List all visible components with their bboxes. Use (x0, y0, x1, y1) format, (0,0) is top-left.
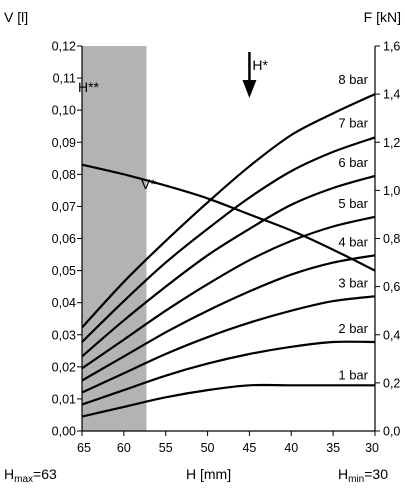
shaded-region-layer (82, 46, 147, 431)
right-tick-label: 0,4 (383, 328, 400, 342)
series-label-5-bar: 5 bar (338, 196, 368, 211)
hmax-value: =63 (33, 466, 57, 482)
left-tick-label: 0,10 (52, 104, 76, 118)
series-label-3-bar: 3 bar (338, 275, 368, 290)
hmin-sub: min (348, 474, 365, 485)
axis-layer (77, 45, 380, 436)
left-tick-label: 0,06 (52, 232, 76, 246)
force-curve-2-bar (81, 340, 376, 406)
force-curve-8-bar (81, 93, 376, 329)
hmax-label: Hmax=63 (4, 466, 57, 488)
right-tick-label: 0,8 (383, 232, 400, 246)
x-tick-label: 55 (159, 441, 173, 455)
x-tick-label: 50 (201, 441, 215, 455)
series-label-1-bar: 1 bar (338, 367, 368, 382)
right-axis-title: F [kN] (364, 9, 401, 25)
right-tick-label: 1,2 (383, 136, 400, 150)
label-layer: H** 8 bar 7 bar 6 bar 5 bar 4 bar 3 bar 2 bar 1 … (4, 9, 401, 455)
left-tick-label: 0,12 (52, 40, 76, 54)
series-label-7-bar: 7 bar (338, 115, 368, 130)
hmin-value: =30 (364, 466, 388, 482)
left-tick-label: 0,01 (52, 392, 76, 406)
x-tick-label: 45 (242, 441, 256, 455)
x-tick-label: 60 (117, 441, 131, 455)
hmax-sub: max (14, 474, 34, 485)
left-tick-label: 0,03 (52, 328, 76, 342)
hmin-label: Hmin=30 (338, 466, 388, 488)
left-tick-label: 0,02 (52, 360, 76, 374)
x-tick-label: 30 (365, 441, 379, 455)
force-curve-7-bar (81, 136, 376, 343)
force-curve-1-bar (81, 383, 375, 418)
left-tick-label: 0,07 (52, 200, 76, 214)
marker-label: H* (252, 57, 268, 73)
left-tick-label: 0,11 (53, 72, 76, 86)
volume-curve (81, 163, 376, 272)
hmax-base: H (4, 466, 15, 482)
shaded-region-label: H** (78, 79, 100, 95)
left-tick-label: 0,00 (52, 425, 76, 439)
force-curve-4-bar (81, 254, 376, 382)
right-tick-label: 0,0 (383, 425, 400, 439)
volume-curve-label: V* (141, 176, 156, 192)
left-tick-label: 0,08 (52, 168, 76, 182)
right-tick-label: 0,6 (383, 280, 400, 294)
hmin-base: H (338, 466, 349, 482)
x-tick-label: 65 (77, 441, 91, 455)
right-tick-label: 1,0 (383, 184, 400, 198)
left-tick-label: 0,05 (52, 264, 76, 278)
force-curve-6-bar (81, 174, 376, 358)
series-label-8-bar: 8 bar (338, 72, 368, 87)
right-tick-label: 1,4 (383, 88, 400, 102)
right-tick-label: 1,6 (383, 40, 400, 54)
x-tick-label: 35 (326, 441, 340, 455)
left-tick-label: 0,04 (52, 296, 76, 310)
series-label-4-bar: 4 bar (338, 234, 368, 249)
series-label-6-bar: 6 bar (338, 155, 368, 170)
series-label-2-bar: 2 bar (338, 321, 368, 336)
left-axis-title: V [l] (4, 9, 28, 25)
right-tick-label: 0,2 (383, 376, 400, 390)
marker-arrow-head (242, 80, 257, 98)
force-curve-3-bar (81, 295, 376, 394)
shaded-region (82, 46, 147, 431)
curve-layer (81, 93, 376, 418)
x-axis-title: H [mm] (186, 466, 232, 482)
force-curve-5-bar (81, 215, 376, 370)
x-tick-label: 40 (284, 441, 298, 455)
left-tick-label: 0,09 (52, 136, 76, 150)
